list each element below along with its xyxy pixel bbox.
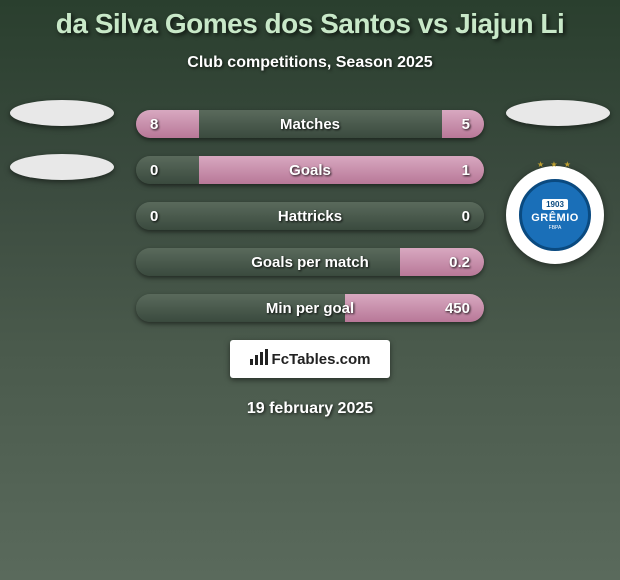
content-wrapper: da Silva Gomes dos Santos vs Jiajun Li C…: [0, 0, 620, 580]
brand-text: FcTables.com: [272, 351, 371, 368]
crest-stars-icon: ★ ★ ★: [537, 160, 573, 169]
club-placeholder-icon: [506, 100, 610, 126]
stat-row: Min per goal 450: [136, 294, 484, 322]
crest-name: GRÊMIO: [531, 212, 579, 224]
left-badges: [10, 100, 114, 208]
stat-row: Goals per match 0.2: [136, 248, 484, 276]
brand-chart-icon: [250, 349, 268, 370]
right-badges: ★ ★ ★ 1903 GRÊMIO FBPA: [506, 100, 610, 264]
stat-right-value: 5: [462, 116, 470, 133]
stat-row-overlay: 0 Hattricks 0: [136, 202, 484, 230]
stats-area: ★ ★ ★ 1903 GRÊMIO FBPA 8Matches50Goals10…: [0, 110, 620, 322]
stat-row: 8 Matches 5: [136, 110, 484, 138]
stat-label: Min per goal: [266, 300, 354, 317]
crest-inner: 1903 GRÊMIO FBPA: [519, 179, 591, 251]
stat-label: Hattricks: [278, 208, 342, 225]
stat-right-value: 0.2: [449, 254, 470, 271]
stat-label: Matches: [280, 116, 340, 133]
club-placeholder-icon: [10, 100, 114, 126]
stat-row-overlay: 8 Matches 5: [136, 110, 484, 138]
stat-left-value: 0: [150, 208, 158, 225]
stat-right-value: 450: [445, 300, 470, 317]
stat-row-overlay: 0 Goals 1: [136, 156, 484, 184]
brand-box[interactable]: FcTables.com: [230, 340, 390, 378]
stat-row-overlay: Goals per match 0.2: [136, 248, 484, 276]
stat-row: 0 Goals 1: [136, 156, 484, 184]
crest-sub: FBPA: [549, 225, 562, 231]
stat-left-value: 8: [150, 116, 158, 133]
club-placeholder-icon: [10, 154, 114, 180]
subtitle: Club competitions, Season 2025: [0, 54, 620, 72]
stat-label: Goals per match: [251, 254, 369, 271]
stat-row-overlay: Min per goal 450: [136, 294, 484, 322]
club-crest-gremio: ★ ★ ★ 1903 GRÊMIO FBPA: [506, 166, 604, 264]
date-label: 19 february 2025: [0, 400, 620, 418]
stat-rows: 8 Matches 5 0 Goals 1 0 Hattricks 0 Goals per mat…: [136, 110, 484, 322]
crest-year: 1903: [542, 199, 568, 210]
stat-right-value: 1: [462, 162, 470, 179]
page-title: da Silva Gomes dos Santos vs Jiajun Li: [0, 8, 620, 40]
stat-right-value: 0: [462, 208, 470, 225]
stat-label: Goals: [289, 162, 331, 179]
stat-left-value: 0: [150, 162, 158, 179]
stat-row: 0 Hattricks 0: [136, 202, 484, 230]
